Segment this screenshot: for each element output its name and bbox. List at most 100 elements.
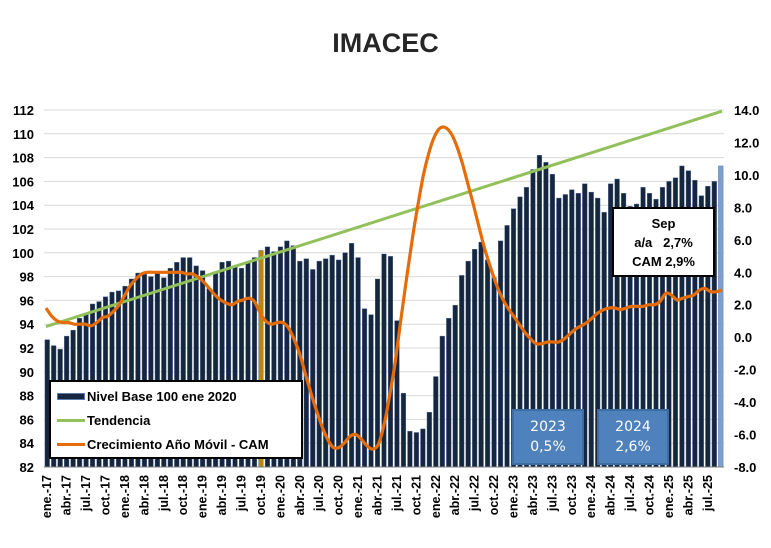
y-left-tick-label: 84 — [20, 436, 35, 451]
x-tick-label: abr.-20 — [293, 475, 307, 515]
x-tick-label: abr.-19 — [215, 475, 229, 515]
bar — [485, 259, 491, 468]
x-tick-label: ene.-18 — [118, 475, 132, 518]
y-axis-left: 82 84 86 88 90 92 94 96 98 100 102 104 106 108 110 112 — [12, 103, 34, 475]
y-left-tick-label: 96 — [20, 293, 34, 308]
y-right-tick-label: 14.0 — [734, 103, 759, 118]
bar — [504, 225, 510, 468]
cam-line — [44, 125, 723, 451]
y-left-tick-label: 106 — [12, 174, 34, 189]
legend: Nivel Base 100 ene 2020 Tendencia Crecim… — [49, 380, 303, 459]
x-tick-label: ene.-17 — [40, 475, 54, 518]
line-series — [44, 109, 723, 451]
bar — [387, 256, 394, 468]
y-left-tick-label: 86 — [20, 412, 34, 427]
y-right-tick-label: -4.0 — [734, 395, 756, 410]
year-value: 2,6% — [615, 439, 651, 455]
bar — [329, 254, 335, 468]
x-tick-label: jul.-20 — [312, 475, 326, 512]
y-right-tick-label: 2.0 — [734, 298, 752, 313]
bar-series — [44, 155, 724, 468]
bar — [303, 258, 309, 468]
x-tick-label: oct.-22 — [487, 475, 501, 515]
bar — [316, 260, 322, 468]
x-tick-label: ene.-19 — [196, 475, 210, 518]
y-axis-right: -8.0 -6.0 -4.0 -2.0 0.0 2.0 4.0 6.0 8.0 10.0 12.0 1… — [734, 103, 759, 475]
chart-title: IMACEC — [332, 28, 439, 58]
bar — [407, 431, 413, 468]
y-left-tick-label: 108 — [12, 151, 34, 166]
x-tick-label: jul.-18 — [157, 475, 171, 512]
legend-label: Tendencia — [87, 412, 151, 428]
y-left-tick-label: 82 — [20, 460, 34, 475]
x-tick-label: ene.-25 — [662, 475, 676, 518]
annotation-yoy: a/a 2,7% — [634, 235, 693, 250]
bar — [446, 318, 452, 468]
x-tick-label: abr.-23 — [526, 475, 540, 515]
y-left-tick-label: 112 — [13, 103, 34, 118]
bar — [588, 191, 594, 468]
x-tick-label: abr.-24 — [604, 475, 618, 515]
y-right-tick-label: -8.0 — [734, 460, 756, 475]
x-tick-label: ene.-22 — [429, 475, 443, 518]
x-tick-label: abr.-18 — [137, 475, 151, 515]
trend-line — [45, 109, 723, 329]
bar — [426, 412, 432, 468]
x-tick-label: abr.-21 — [371, 475, 385, 515]
bar — [491, 277, 497, 468]
y-right-tick-label: -6.0 — [734, 428, 756, 443]
y-left-tick-label: 92 — [20, 341, 34, 356]
annotation-month: Sep — [651, 216, 676, 231]
bar — [459, 275, 465, 468]
legend-item-tendencia: Tendencia — [57, 410, 150, 430]
x-tick-label: abr.-22 — [448, 475, 462, 515]
x-tick-label: oct.-17 — [99, 475, 113, 515]
x-tick-label: oct.-24 — [643, 475, 657, 515]
bar — [342, 252, 348, 468]
x-tick-label: ene.-21 — [351, 475, 365, 518]
y-left-tick-label: 102 — [12, 222, 34, 237]
legend-item-cam: Crecimiento Año Móvil - CAM — [57, 434, 269, 454]
x-tick-label: jul.-22 — [468, 475, 482, 512]
bar — [452, 304, 458, 468]
y-right-tick-label: 8.0 — [734, 200, 752, 215]
legend-label: Crecimiento Año Móvil - CAM — [87, 436, 269, 452]
y-left-tick-label: 94 — [20, 317, 35, 332]
y-right-tick-label: 4.0 — [734, 265, 752, 280]
y-left-tick-label: 90 — [20, 365, 34, 380]
bar — [498, 240, 504, 468]
y-right-tick-label: 0.0 — [734, 330, 752, 345]
y-right-tick-label: 12.0 — [734, 135, 759, 150]
bar — [472, 249, 478, 468]
x-tick-label: ene.-20 — [273, 475, 287, 518]
year-value: 0,5% — [530, 439, 566, 455]
year-label: 2024 — [615, 419, 651, 435]
bar — [413, 432, 419, 468]
x-tick-label: oct.-20 — [332, 475, 346, 515]
x-tick-label: oct.-18 — [176, 475, 190, 515]
x-tick-label: ene.-24 — [584, 475, 598, 518]
x-tick-label: oct.-19 — [254, 475, 268, 515]
y-left-tick-label: 104 — [12, 198, 34, 213]
y-left-tick-label: 110 — [13, 127, 34, 142]
year-label: 2023 — [530, 419, 566, 435]
bar — [478, 241, 484, 468]
x-tick-label: oct.-21 — [409, 475, 423, 515]
y-left-tick-label: 100 — [12, 246, 34, 261]
legend-item-nivel: Nivel Base 100 ene 2020 — [57, 386, 237, 406]
bar — [439, 335, 445, 468]
bar — [310, 269, 316, 468]
x-tick-label: jul.-23 — [545, 475, 559, 512]
legend-label: Nivel Base 100 ene 2020 — [87, 388, 237, 404]
x-tick-label: jul.-25 — [701, 475, 715, 512]
legend-swatch-bar — [57, 392, 85, 400]
bar — [368, 314, 374, 468]
year-2023-box: 2023 0,5% — [512, 409, 584, 465]
bar — [336, 259, 342, 468]
x-tick-label: jul.-21 — [390, 475, 404, 512]
x-axis: ene.-17 abr.-17 jul.-17 oct.-17 ene.-18 abr.-… — [40, 466, 724, 518]
x-tick-label: ene.-23 — [507, 475, 521, 518]
x-tick-label: jul.-17 — [79, 475, 93, 512]
legend-swatch-line — [57, 418, 85, 422]
